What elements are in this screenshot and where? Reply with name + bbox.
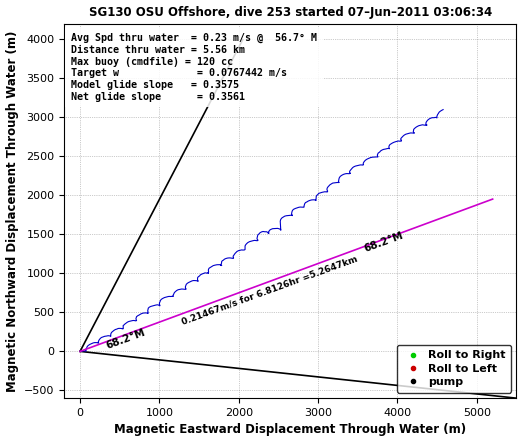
Legend: Roll to Right, Roll to Left, pump: Roll to Right, Roll to Left, pump: [397, 345, 511, 392]
Text: Avg Spd thru water  = 0.23 m/s @  56.7° M
Distance thru water = 5.56 km
Max buoy: Avg Spd thru water = 0.23 m/s @ 56.7° M …: [71, 33, 317, 102]
Title: SG130 OSU Offshore, dive 253 started 07–Jun–2011 03:06:34: SG130 OSU Offshore, dive 253 started 07–…: [89, 6, 492, 19]
Text: 68.2°M: 68.2°M: [105, 328, 147, 351]
Text: 68.2°M: 68.2°M: [363, 230, 405, 253]
Y-axis label: Magnetic Northward Displacement Through Water (m): Magnetic Northward Displacement Through …: [6, 30, 19, 392]
Text: 0.21467m/s for 6.8126hr =5.2647km: 0.21467m/s for 6.8126hr =5.2647km: [181, 255, 359, 327]
X-axis label: Magnetic Eastward Displacement Through Water (m): Magnetic Eastward Displacement Through W…: [114, 423, 466, 436]
